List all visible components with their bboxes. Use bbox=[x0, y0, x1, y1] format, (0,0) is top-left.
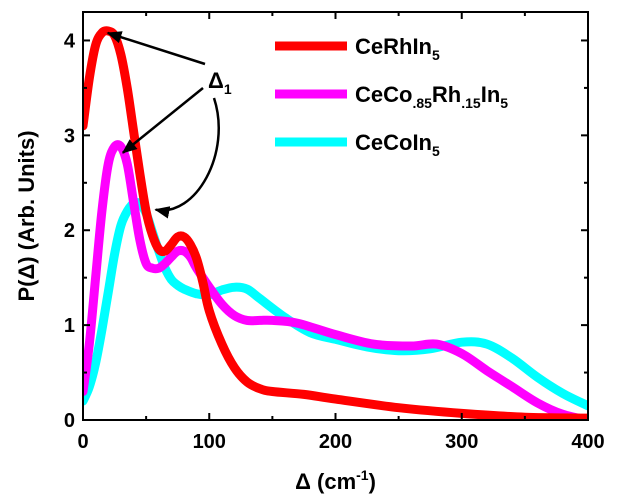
y-tick-label: 3 bbox=[64, 125, 75, 147]
x-tick-label: 400 bbox=[571, 431, 604, 453]
annotation-arrow bbox=[154, 97, 220, 219]
x-axis-title-end: ) bbox=[369, 469, 376, 494]
legend-label-cerhin5: CeRhIn5 bbox=[355, 34, 440, 63]
legend-text: CeCoIn bbox=[355, 130, 432, 155]
x-axis-title-sup: -1 bbox=[356, 467, 369, 483]
legend-subscript: .85 bbox=[412, 95, 432, 111]
y-tick-label: 1 bbox=[64, 315, 75, 337]
legend-subscript: 5 bbox=[432, 143, 440, 159]
ticks-layer: 0 100 200 300 400 0 1 2 3 4 bbox=[64, 12, 605, 453]
series-layer bbox=[83, 26, 588, 420]
series-line-cecoin5 bbox=[83, 198, 588, 411]
legend-label-cecoin5: CeCoIn5 bbox=[355, 130, 440, 159]
x-axis-title-base: Δ (cm bbox=[295, 469, 356, 494]
y-tick-label: 4 bbox=[64, 30, 76, 52]
x-axis-title: Δ (cm-1) bbox=[295, 467, 376, 494]
annotation-sub: 1 bbox=[224, 81, 232, 97]
y-tick-label: 2 bbox=[64, 220, 75, 242]
y-tick-label: 0 bbox=[64, 410, 75, 432]
annotation-base: Δ bbox=[208, 68, 224, 93]
annotation-arrow bbox=[121, 87, 204, 154]
legend-label-ceco-85rh-15in5: CeCo.85Rh.15In5 bbox=[355, 82, 508, 111]
legend-text: Rh bbox=[432, 82, 461, 107]
legend-text: In bbox=[481, 82, 501, 107]
delta1-annotation: Δ1 bbox=[208, 68, 232, 97]
x-tick-label: 300 bbox=[445, 431, 478, 453]
legend-subscript: 5 bbox=[432, 47, 440, 63]
legend-text: CeCo bbox=[355, 82, 412, 107]
annotation-layer: Δ1 bbox=[106, 31, 232, 219]
legend-subscript: 5 bbox=[500, 95, 508, 111]
annotation-arrow bbox=[106, 31, 206, 66]
legend-subscript: .15 bbox=[461, 95, 481, 111]
legend-text: CeRhIn bbox=[355, 34, 432, 59]
x-tick-label: 0 bbox=[77, 431, 88, 453]
series-line-ceco-85rh-15in5 bbox=[83, 140, 588, 420]
x-tick-label: 100 bbox=[193, 431, 226, 453]
x-tick-label: 200 bbox=[319, 431, 352, 453]
y-axis-title: P(Δ) (Arb. Units) bbox=[14, 130, 39, 301]
